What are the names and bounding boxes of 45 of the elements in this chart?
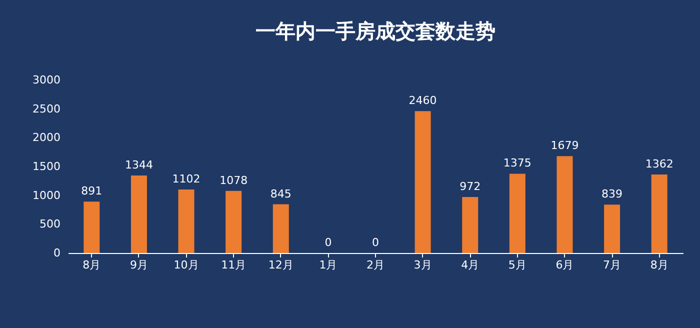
x-tick-label: 3月 <box>414 258 432 272</box>
data-label: 1102 <box>172 172 200 186</box>
bar <box>178 189 194 253</box>
data-label: 1679 <box>550 139 579 152</box>
x-tick-label: 10月 <box>174 258 199 272</box>
data-label: 2460 <box>408 94 437 108</box>
x-tick-label: 1月 <box>319 258 338 272</box>
data-label: 1362 <box>645 157 674 170</box>
x-tick-label: 12月 <box>268 258 294 272</box>
bar <box>509 174 526 253</box>
data-label: 1344 <box>124 158 153 172</box>
data-label: 0 <box>324 236 332 249</box>
data-label: 1375 <box>503 156 532 170</box>
chart-title: 一年内一手房成交套数走势 <box>256 19 496 43</box>
y-tick-label: 3000 <box>32 74 60 86</box>
x-tick-label: 8月 <box>650 258 668 272</box>
y-tick-label: 1500 <box>32 160 60 173</box>
data-label: 0 <box>372 236 379 249</box>
x-tick-label: 5月 <box>508 258 526 272</box>
bar <box>226 190 242 253</box>
bar <box>414 111 431 253</box>
bar <box>272 204 289 253</box>
y-tick-label: 2500 <box>32 102 60 116</box>
data-label: 845 <box>270 187 292 200</box>
data-label: 972 <box>460 180 481 193</box>
x-tick-label: 9月 <box>130 258 148 272</box>
bar <box>462 196 478 253</box>
y-tick-label: 500 <box>40 218 60 231</box>
x-tick-label: 11月 <box>221 258 246 272</box>
bar <box>556 156 573 253</box>
y-tick-label: 2000 <box>32 131 60 144</box>
bar <box>130 175 147 253</box>
y-tick-label: 0 <box>54 246 60 260</box>
x-tick-label: 6月 <box>556 258 574 272</box>
data-label: 891 <box>81 184 102 198</box>
data-label: 1078 <box>220 174 248 187</box>
x-tick-label: 4月 <box>461 258 480 272</box>
x-tick-label: 8月 <box>82 258 101 272</box>
data-label: 839 <box>602 188 623 201</box>
bar <box>84 202 100 253</box>
y-tick-label: 1000 <box>32 188 60 202</box>
bar <box>651 174 668 253</box>
x-tick-label: 2月 <box>366 258 384 272</box>
bar <box>604 204 620 253</box>
x-tick-label: 7月 <box>603 258 622 272</box>
